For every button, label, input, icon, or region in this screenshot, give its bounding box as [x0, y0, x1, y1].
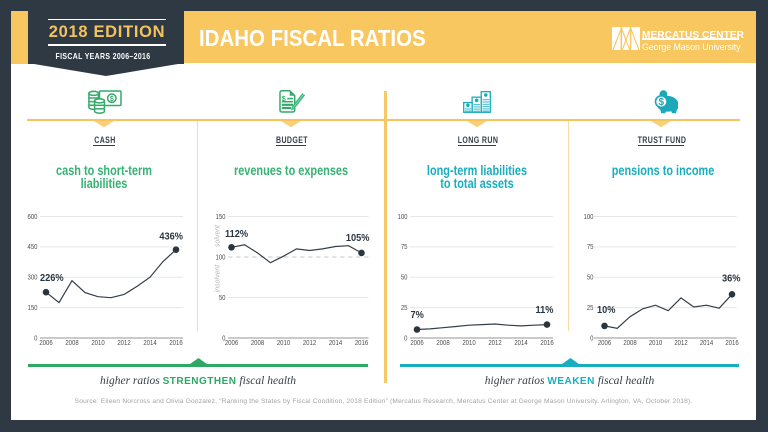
svg-text:50: 50	[587, 274, 594, 282]
svg-text:2006: 2006	[225, 339, 239, 347]
svg-text:$: $	[282, 94, 286, 103]
svg-text:450: 450	[27, 244, 37, 252]
svg-text:100: 100	[583, 213, 593, 221]
svg-text:36%: 36%	[722, 273, 741, 285]
svg-text:2016: 2016	[169, 339, 183, 347]
svg-text:226%: 226%	[40, 273, 64, 285]
svg-text:50: 50	[401, 274, 408, 282]
svg-text:105%: 105%	[346, 233, 370, 245]
svg-text:25: 25	[401, 304, 408, 312]
svg-text:$: $	[109, 95, 113, 102]
svg-text:0: 0	[590, 335, 594, 343]
svg-text:2014: 2014	[514, 339, 528, 347]
svg-text:2008: 2008	[65, 339, 79, 347]
svg-text:2016: 2016	[355, 339, 369, 347]
svg-text:112%: 112%	[225, 229, 248, 241]
svg-text:75: 75	[401, 244, 408, 252]
svg-text:2008: 2008	[623, 339, 637, 347]
svg-text:2010: 2010	[462, 339, 476, 347]
svg-text:100: 100	[397, 213, 407, 221]
svg-text:2012: 2012	[488, 339, 502, 347]
svg-text:2010: 2010	[277, 339, 291, 347]
svg-text:50: 50	[219, 294, 226, 302]
svg-text:2010: 2010	[649, 339, 663, 347]
svg-text:2012: 2012	[117, 339, 131, 347]
svg-text:2012: 2012	[303, 339, 317, 347]
svg-text:2014: 2014	[143, 339, 157, 347]
svg-text:2008: 2008	[436, 339, 450, 347]
svg-text:2006: 2006	[39, 339, 53, 347]
svg-text:2016: 2016	[540, 339, 554, 347]
svg-text:solvent: solvent	[215, 224, 222, 247]
svg-text:11%: 11%	[536, 305, 554, 317]
svg-text:2008: 2008	[251, 339, 265, 347]
svg-text:600: 600	[27, 213, 37, 221]
svg-text:150: 150	[27, 304, 37, 312]
svg-text:insolvent: insolvent	[215, 264, 222, 293]
svg-text:100: 100	[215, 254, 225, 262]
svg-text:2014: 2014	[700, 339, 714, 347]
svg-text:2010: 2010	[91, 339, 105, 347]
svg-text:7%: 7%	[411, 310, 425, 322]
svg-text:25: 25	[587, 304, 594, 312]
svg-text:2014: 2014	[329, 339, 343, 347]
svg-text:0: 0	[404, 335, 408, 343]
svg-text:$: $	[659, 97, 665, 108]
svg-text:0: 0	[222, 335, 226, 343]
svg-text:2006: 2006	[598, 339, 612, 347]
svg-text:2006: 2006	[410, 339, 424, 347]
svg-text:75: 75	[587, 244, 594, 252]
svg-text:436%: 436%	[159, 231, 183, 243]
svg-text:2016: 2016	[725, 339, 739, 347]
svg-text:0: 0	[34, 335, 38, 343]
svg-text:10%: 10%	[597, 305, 616, 317]
svg-text:300: 300	[27, 274, 37, 282]
svg-text:150: 150	[215, 213, 225, 221]
svg-text:2012: 2012	[674, 339, 688, 347]
